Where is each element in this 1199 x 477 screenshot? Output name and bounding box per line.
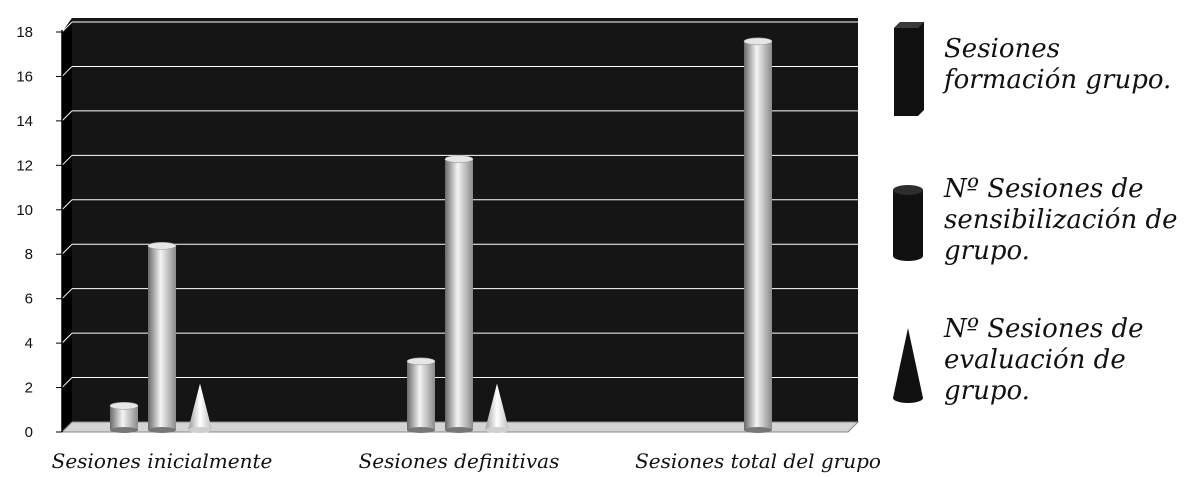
- y-tick-label: 2: [25, 380, 33, 397]
- x-category-label: Sesiones definitivas: [359, 449, 560, 473]
- legend-item-formacion: Sesiones formación grupo.: [880, 20, 1199, 120]
- y-tick-label: 12: [16, 157, 33, 174]
- gridline-side: [61, 332, 73, 344]
- bar-cylinder: [406, 357, 436, 433]
- chart: 0 2 4 6 8 10 12 14 16 18 Sesiones inicialmente Ses…: [16, 18, 880, 473]
- bar-cylinder: [109, 401, 139, 433]
- gridline-side: [61, 243, 73, 255]
- y-tick-label: 18: [16, 24, 33, 41]
- legend-label: Sesiones formación grupo.: [944, 34, 1172, 95]
- gridline-side: [61, 288, 73, 300]
- bar-cone: [188, 383, 212, 433]
- bar-cylinder: [743, 37, 773, 433]
- legend-label: Nº Sesiones de evaluación de grupo.: [944, 314, 1144, 406]
- bar-cone: [485, 383, 509, 433]
- y-tick-label: 16: [16, 68, 33, 85]
- y-tick-label: 14: [16, 113, 33, 130]
- gridline-side: [61, 154, 73, 166]
- x-category-label: Sesiones total del grupo: [635, 449, 880, 473]
- side-wall: [62, 18, 72, 432]
- x-category-label: Sesiones inicialmente: [52, 449, 273, 473]
- gridline-side: [61, 110, 73, 122]
- legend-label: Nº Sesiones de sensibilización de grupo.: [944, 174, 1178, 266]
- legend-item-sensibilizacion: Nº Sesiones de sensibilización de grupo.: [880, 174, 1199, 290]
- y-tick-label: 6: [25, 291, 33, 308]
- cylinder-black-icon: [894, 22, 924, 116]
- y-tick-label: 0: [25, 424, 33, 441]
- gridline-side: [61, 199, 73, 211]
- gridline-side: [61, 377, 73, 388]
- legend-item-evaluacion: Nº Sesiones de evaluación de grupo.: [880, 314, 1199, 440]
- gridline-side: [61, 21, 73, 33]
- gridline-side: [61, 66, 73, 77]
- bar-cylinder: [444, 155, 474, 433]
- legend: Sesiones formación grupo. Nº Sesiones de…: [880, 0, 1199, 477]
- bar-cylinder: [147, 241, 177, 433]
- y-tick-label: 4: [25, 335, 33, 352]
- y-tick-label: 10: [16, 202, 33, 219]
- y-tick-label: 8: [25, 246, 33, 263]
- cylinder-dark-icon: [893, 185, 923, 261]
- cone-black-icon: [893, 328, 923, 403]
